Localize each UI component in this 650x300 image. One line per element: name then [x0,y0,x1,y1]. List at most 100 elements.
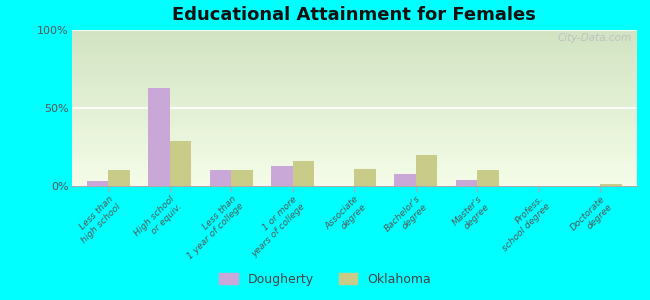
Bar [72,47,637,49]
Bar [394,173,416,186]
Bar [72,122,637,124]
Bar [72,95,637,97]
Bar [72,60,637,61]
Bar [72,35,637,36]
Bar [72,169,637,170]
Bar [72,142,637,144]
Bar [72,166,637,167]
Bar [72,91,637,92]
Bar [72,125,637,127]
Bar [72,72,637,74]
Bar [72,61,637,63]
Bar [72,99,637,100]
Bar [72,153,637,155]
Bar [72,66,637,68]
Bar [148,88,170,186]
Bar [72,144,637,146]
Bar [72,41,637,43]
Bar [72,75,637,77]
Bar [72,64,637,66]
Bar [292,161,315,186]
Bar [210,170,231,186]
Bar [72,86,637,88]
Bar [72,111,637,113]
Bar [72,105,637,106]
Bar [72,108,637,110]
Bar [72,167,637,169]
Bar [72,178,637,180]
Bar [72,134,637,136]
Bar [72,128,637,130]
Bar [72,70,637,72]
Bar [72,184,637,186]
Bar [72,138,637,139]
Bar [72,56,637,58]
Bar [72,94,637,95]
Legend: Dougherty, Oklahoma: Dougherty, Oklahoma [214,268,436,291]
Bar [72,100,637,102]
Bar [72,63,637,64]
Bar [72,30,637,31]
Bar [72,183,637,184]
Bar [72,127,637,128]
Bar [72,173,637,175]
Bar [72,161,637,163]
Bar [72,85,637,86]
Bar [72,80,637,82]
Bar [72,139,637,141]
Bar [72,164,637,166]
Bar [72,38,637,39]
Bar [72,117,637,119]
Bar [72,172,637,173]
Bar [72,152,637,153]
Bar [72,116,637,117]
Bar [109,170,130,186]
Bar [72,146,637,147]
Bar [72,68,637,69]
Bar [72,49,637,50]
Bar [271,166,293,186]
Bar [72,160,637,161]
Bar [72,163,637,164]
Bar [72,130,637,131]
Bar [72,180,637,181]
Bar [72,103,637,105]
Bar [72,156,637,158]
Bar [72,39,637,41]
Bar [72,97,637,99]
Bar [72,52,637,53]
Bar [72,77,637,78]
Bar [231,170,253,186]
Bar [72,110,637,111]
Bar [72,113,637,114]
Bar [72,46,637,47]
Bar [72,170,637,172]
Bar [72,53,637,55]
Bar [72,175,637,177]
Bar [72,89,637,91]
Bar [72,92,637,94]
Bar [72,88,637,89]
Bar [72,83,637,85]
Bar [72,131,637,133]
Bar [477,170,499,186]
Bar [72,44,637,46]
Bar [72,58,637,60]
Bar [72,102,637,103]
Bar [72,136,637,138]
Bar [456,180,477,186]
Bar [72,181,637,183]
Bar [72,106,637,108]
Bar [416,155,437,186]
Bar [72,50,637,52]
Bar [72,150,637,152]
Bar [72,82,637,83]
Bar [72,158,637,160]
Bar [72,155,637,156]
Bar [72,119,637,121]
Bar [72,124,637,125]
Bar [170,141,191,186]
Title: Educational Attainment for Females: Educational Attainment for Females [172,6,536,24]
Bar [72,148,637,150]
Bar [354,169,376,186]
